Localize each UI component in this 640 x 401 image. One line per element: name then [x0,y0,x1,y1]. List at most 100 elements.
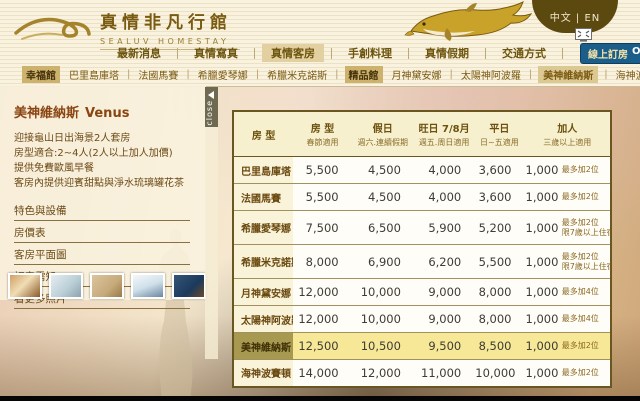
price-cell: 5,500 [293,183,352,211]
room-nav-aegina[interactable]: 希臘愛琴娜 [197,70,248,82]
room-nav-venus[interactable]: 美神維納斯 [538,65,599,83]
table-row: 月神黛安娜 12,000 10,000 9,000 8,000 1,000 最多… [233,278,611,306]
sidebar-close-tab[interactable]: close [205,87,218,127]
room-name: 法國馬賽 [233,183,294,211]
nav-divider [408,47,409,59]
price-cell: 9,500 [413,332,475,360]
extra-person-note: 最多加2位 [560,156,611,184]
price-cell: 4,000 [413,156,475,184]
sidebar-links: 特色與設備 房價表 客房平面圖 訂房需知 看更多照片 [14,199,194,309]
price-cell: 5,200 [474,210,525,245]
price-cell: 1,000 [524,332,561,360]
price-cell: 6,900 [351,244,414,279]
nav-divider [331,47,332,59]
room-photo-thumbnail[interactable] [131,273,165,299]
price-cell: 5,900 [413,210,475,245]
dolphin-icon [404,1,533,41]
room-navigation: 幸福館 巴里島庫塔 | 法國馬賽 | 希臘愛琴娜 | 希臘米克諾斯 | 精品館 … [0,65,640,83]
nav-item-holiday[interactable]: 真情假期 [425,47,469,60]
table-row: 海神波賽頓 14,000 12,000 11,000 10,000 1,000 … [233,359,611,387]
booking-label-en: Online Booking [632,45,640,57]
site-logo[interactable]: 真情非凡行館 SEALUV HOMESTAY [12,8,240,50]
site-title: 真情非凡行館 [100,13,232,33]
room-title-zh: 美神維納斯 [14,106,80,121]
price-cell: 5,500 [293,156,352,184]
nav-item-cuisine[interactable]: 手創料理 [348,47,392,60]
price-cell: 10,500 [351,332,414,360]
price-cell: 1,000 [524,244,561,279]
col-room-type: 房 型 [233,111,294,157]
price-cell: 3,600 [474,156,525,184]
price-cell: 1,000 [524,278,561,306]
price-cell: 6,200 [413,244,475,279]
table-header-row: 房 型 房 型 春節適用 假日 週六.連續假期 旺日 7/8月 週五.周日適用 … [233,111,611,157]
room-nav-divider: | [604,68,608,80]
photo-thumbnails [8,273,206,299]
online-booking-button[interactable]: 線上訂房 Online Booking [580,42,640,64]
room-nav-bali-kuta[interactable]: 巴里島庫塔 [69,70,119,82]
room-name: 巴里島庫塔 [233,156,294,184]
site-subtitle: SEALUV HOMESTAY [100,37,240,50]
price-cell: 12,000 [351,359,414,387]
room-price-table: 房 型 房 型 春節適用 假日 週六.連續假期 旺日 7/8月 週五.周日適用 … [232,110,612,388]
room-nav-divider: | [449,68,453,80]
price-cell: 6,500 [351,210,414,245]
nav-item-photos[interactable]: 真情寫真 [194,47,238,60]
room-name: 海神波賽頓 [233,359,294,387]
room-info-sidebar: 美神維納斯 Venus 迎接龜山日出海景2人套房 房型適合:2~4人(2人以上加人… [0,86,206,309]
price-cell: 7,500 [293,210,352,245]
nav-divider [254,47,255,59]
table-row: 太陽神阿波羅 12,000 10,000 9,000 8,000 1,000 最… [233,305,611,333]
room-name: 希臘米克諾斯 [233,244,294,279]
col-weekday: 平日 日~五適用 [474,111,525,157]
room-photo-thumbnail[interactable] [172,273,206,299]
room-nav-divider: | [127,68,131,80]
extra-person-note: 最多加4位 [560,278,611,306]
room-description-line: 迎接龜山日出海景2人套房 [14,133,131,144]
col-spring-festival: 房 型 春節適用 [293,111,352,157]
price-cell: 4,500 [351,183,414,211]
extra-person-note: 最多加2位 [560,332,611,360]
nav-item-traffic[interactable]: 交通方式 [502,47,546,60]
room-nav-divider: | [528,68,533,80]
price-cell: 8,000 [293,244,352,279]
room-description-line: 房型適合:2~4人(2人以上加人加價) [14,148,173,159]
room-photo-thumbnail[interactable] [90,273,124,299]
price-cell: 4,500 [351,156,414,184]
price-cell: 1,000 [524,305,561,333]
nav-divider [562,47,563,59]
price-cell: 1,000 [524,183,561,211]
room-nav-apollo[interactable]: 太陽神阿波羅 [460,70,521,82]
room-nav-poseidon[interactable]: 海神波賽頓 [615,70,640,82]
room-nav-marseille[interactable]: 法國馬賽 [138,70,179,82]
room-nav-mykonos[interactable]: 希臘米克諾斯 [267,70,328,82]
link-features[interactable]: 特色與設備 [14,199,190,221]
room-category-happiness[interactable]: 幸福館 [22,65,60,83]
price-cell: 10,000 [351,278,414,306]
room-photo-thumbnail[interactable] [49,273,83,299]
extra-person-note: 最多加2位 限7歲以上住宿 [560,210,611,245]
swirl-logo-icon [14,17,91,40]
price-cell: 1,000 [524,156,561,184]
nav-divider [177,47,178,59]
table-row: 法國馬賽 5,500 4,500 4,000 3,600 1,000 最多加2位 [233,183,611,211]
fullscreen-icon[interactable] [575,28,592,42]
nav-item-rooms[interactable]: 真情客房 [262,44,324,62]
price-cell: 8,000 [474,278,525,306]
link-floor-plan[interactable]: 客房平面圖 [14,243,190,265]
room-description: 迎接龜山日出海景2人套房 房型適合:2~4人(2人以上加人加價) 提供免費歐風早… [14,131,194,191]
price-cell: 9,000 [413,278,475,306]
nav-divider [485,47,486,59]
link-price-list[interactable]: 房價表 [14,221,190,243]
table-row-selected: 美神維納斯 12,500 10,500 9,500 8,500 1,000 最多… [233,332,611,360]
site-header: 真情非凡行館 SEALUV HOMESTAY 中文 | EN [0,0,640,87]
room-photo-thumbnail[interactable] [8,273,42,299]
room-category-boutique[interactable]: 精品館 [344,65,383,83]
col-holiday: 假日 週六.連續假期 [351,111,414,157]
price-cell: 1,000 [524,359,561,387]
room-nav-diana[interactable]: 月神黛安娜 [391,70,442,82]
extra-person-note: 最多加2位 限7歲以上住宿 [560,244,611,279]
nav-item-news[interactable]: 最新消息 [117,47,161,60]
sidebar-edge-strip [205,127,218,359]
